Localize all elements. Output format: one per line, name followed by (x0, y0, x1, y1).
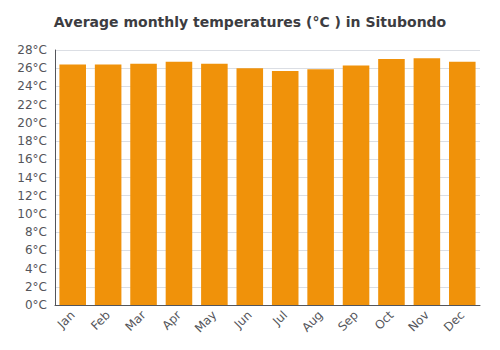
svg-text:0°C: 0°C (25, 298, 47, 312)
svg-text:Feb: Feb (88, 308, 113, 333)
svg-text:22°C: 22°C (17, 98, 47, 112)
svg-text:Mar: Mar (123, 308, 149, 334)
svg-text:20°C: 20°C (17, 116, 47, 130)
svg-text:28°C: 28°C (17, 43, 47, 57)
svg-text:Average monthly temperatures (: Average monthly temperatures (°C ) in Si… (54, 14, 447, 30)
svg-text:Jun: Jun (231, 308, 255, 332)
svg-text:10°C: 10°C (17, 207, 47, 221)
svg-text:6°C: 6°C (25, 243, 47, 257)
svg-text:12°C: 12°C (17, 189, 47, 203)
svg-text:16°C: 16°C (17, 152, 47, 166)
svg-text:May: May (192, 308, 219, 335)
svg-text:18°C: 18°C (17, 134, 47, 148)
svg-text:2°C: 2°C (25, 280, 47, 294)
svg-text:Jul: Jul (269, 308, 290, 329)
svg-text:Jan: Jan (54, 308, 78, 332)
svg-text:Sep: Sep (335, 308, 361, 334)
svg-text:26°C: 26°C (17, 61, 47, 75)
svg-text:8°C: 8°C (25, 225, 47, 239)
svg-text:Dec: Dec (441, 308, 467, 334)
svg-text:14°C: 14°C (17, 171, 47, 185)
svg-text:24°C: 24°C (17, 79, 47, 93)
svg-text:4°C: 4°C (25, 262, 47, 276)
svg-text:Nov: Nov (405, 308, 431, 334)
svg-text:Apr: Apr (159, 308, 184, 333)
svg-text:Aug: Aug (299, 308, 325, 334)
svg-text:Oct: Oct (372, 308, 397, 333)
